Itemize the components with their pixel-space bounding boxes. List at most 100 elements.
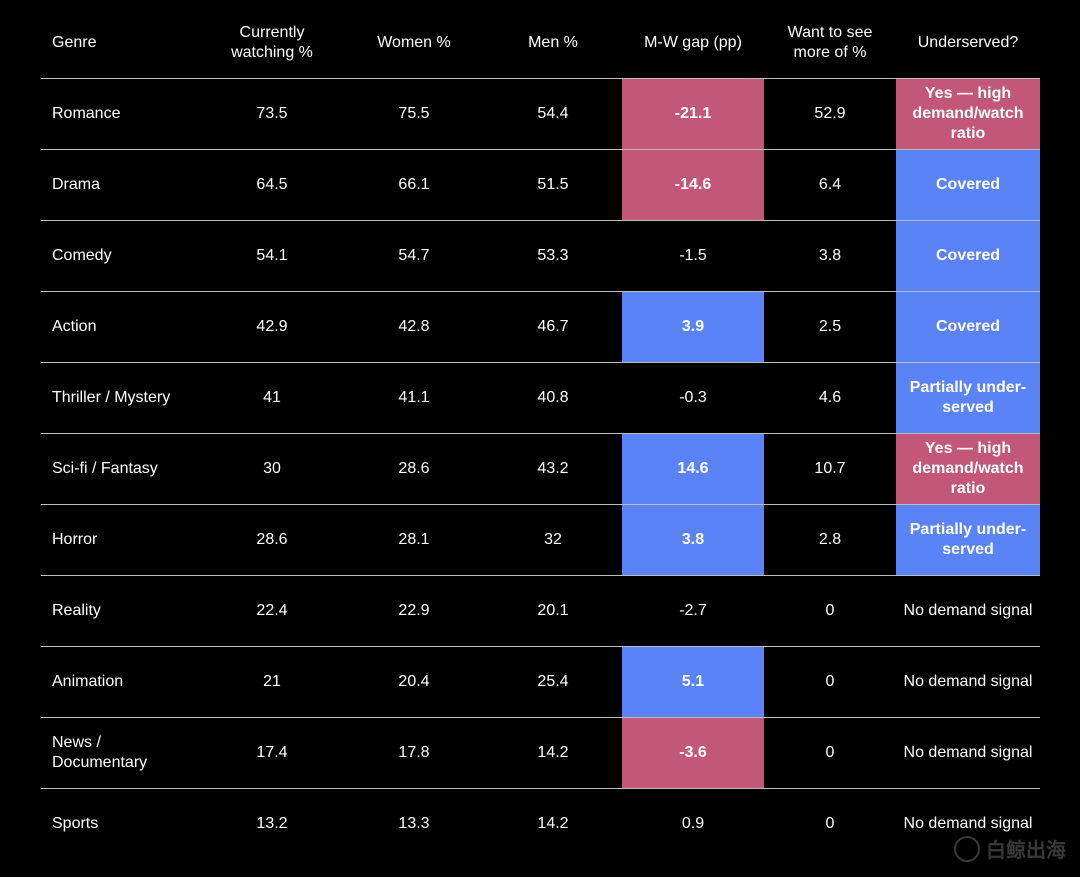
gap-cell: -3.6 (622, 717, 764, 789)
want-cell: 0 (764, 717, 896, 789)
genre-cell: Comedy (41, 220, 200, 292)
want-cell: 52.9 (764, 78, 896, 150)
men-cell: 43.2 (484, 433, 622, 505)
col-header-want: Want to see more of % (764, 8, 896, 79)
gap-cell: -21.1 (622, 78, 764, 150)
table-row: News / Documentary 17.4 17.8 14.2 -3.6 0 No de… (41, 717, 1040, 789)
col-header-watching: Currently watching % (200, 8, 344, 79)
underserved-cell: Partially under-served (896, 504, 1040, 576)
table-row: Romance 73.5 75.5 54.4 -21.1 52.9 Yes — high d… (41, 78, 1040, 150)
men-cell: 20.1 (484, 575, 622, 647)
women-cell: 41.1 (344, 362, 484, 434)
genre-cell: Romance (41, 78, 200, 150)
table-row: Comedy 54.1 54.7 53.3 -1.5 3.8 Covered (41, 220, 1040, 292)
genre-cell: Animation (41, 646, 200, 718)
underserved-cell: Covered (896, 220, 1040, 292)
watching-cell: 42.9 (200, 291, 344, 363)
men-cell: 14.2 (537, 815, 569, 832)
women-cell: 13.3 (398, 815, 430, 832)
women-cell: 75.5 (344, 78, 484, 150)
underserved-cell: No demand signal (896, 717, 1040, 789)
women-cell: 28.6 (344, 433, 484, 505)
watermark-text: 白鲸出海 (986, 840, 1066, 862)
underserved-cell: Yes — high demand/watch ratio (896, 78, 1040, 150)
watching-cell: 28.6 (200, 504, 344, 576)
men-cell: 53.3 (484, 220, 622, 292)
watching-cell: 30 (200, 433, 344, 505)
want-cell: 6.4 (764, 149, 896, 221)
genre-cell: Action (41, 291, 200, 363)
watching-cell: 21 (200, 646, 344, 718)
watching-cell: 64.5 (200, 149, 344, 221)
gap-cell: 0.9 (681, 815, 705, 832)
col-header-gap: M-W gap (pp) (622, 8, 764, 79)
men-cell: 25.4 (484, 646, 622, 718)
men-cell: 14.2 (484, 717, 622, 789)
table-row: Sports 13.2 13.3 14.2 0.9 0 No demand signal (41, 789, 1040, 860)
underserved-cell: Covered (896, 149, 1040, 221)
women-cell: 17.8 (344, 717, 484, 789)
watching-cell: 73.5 (200, 78, 344, 150)
watching-cell: 13.2 (256, 815, 288, 832)
table-row: Reality 22.4 22.9 20.1 -2.7 0 No demand signal (41, 575, 1040, 647)
gap-cell: 3.8 (622, 504, 764, 576)
women-cell: 42.8 (344, 291, 484, 363)
table-row: Thriller / Mystery 41 41.1 40.8 -0.3 4.6 Parti… (41, 362, 1040, 434)
want-cell: 2.5 (764, 291, 896, 363)
underserved-cell: Partially under-served (896, 362, 1040, 434)
men-cell: 32 (484, 504, 622, 576)
table-row: Drama 64.5 66.1 51.5 -14.6 6.4 Covered (41, 149, 1040, 221)
genre-cell: Reality (41, 575, 200, 647)
want-cell: 0 (825, 815, 835, 832)
women-cell: 20.4 (344, 646, 484, 718)
table-row: Animation 21 20.4 25.4 5.1 0 No demand signal (41, 646, 1040, 718)
genre-table: Genre Currently watching % Women % Men %… (41, 8, 1040, 859)
underserved-cell: No demand signal (896, 575, 1040, 647)
women-cell: 66.1 (344, 149, 484, 221)
men-cell: 51.5 (484, 149, 622, 221)
underserved-cell: Yes — high demand/watch ratio (896, 433, 1040, 505)
want-cell: 0 (764, 575, 896, 647)
genre-cell: Drama (41, 149, 200, 221)
women-cell: 28.1 (344, 504, 484, 576)
underserved-cell: Covered (896, 291, 1040, 363)
table-row: Horror 28.6 28.1 32 3.8 2.8 Partially under-se… (41, 504, 1040, 576)
gap-cell: 3.9 (622, 291, 764, 363)
women-cell: 22.9 (344, 575, 484, 647)
genre-cell: Horror (41, 504, 200, 576)
want-cell: 0 (764, 646, 896, 718)
table-row: Action 42.9 42.8 46.7 3.9 2.5 Covered (41, 291, 1040, 363)
table-row: Sci-fi / Fantasy 30 28.6 43.2 14.6 10.7 Yes — … (41, 433, 1040, 505)
men-cell: 46.7 (484, 291, 622, 363)
want-cell: 4.6 (764, 362, 896, 434)
watermark: 白鲸出海 (954, 834, 1066, 863)
genre-cell: Thriller / Mystery (41, 362, 200, 434)
watching-cell: 41 (200, 362, 344, 434)
men-cell: 40.8 (484, 362, 622, 434)
men-cell: 54.4 (484, 78, 622, 150)
header-row: Genre Currently watching % Women % Men %… (41, 8, 1040, 79)
col-header-genre: Genre (41, 8, 200, 79)
col-header-underserved: Underserved? (896, 8, 1040, 79)
col-header-men: Men % (484, 8, 622, 79)
whale-logo-icon (954, 835, 980, 862)
gap-cell: -1.5 (622, 220, 764, 292)
gap-cell: -0.3 (622, 362, 764, 434)
gap-cell: 5.1 (622, 646, 764, 718)
genre-cell: Sports (52, 815, 99, 832)
table-body: Romance 73.5 75.5 54.4 -21.1 52.9 Yes — high d… (41, 78, 1040, 860)
underserved-cell: No demand signal (896, 646, 1040, 718)
want-cell: 10.7 (764, 433, 896, 505)
gap-cell: -2.7 (622, 575, 764, 647)
gap-cell: 14.6 (622, 433, 764, 505)
watching-cell: 17.4 (200, 717, 344, 789)
watching-cell: 22.4 (200, 575, 344, 647)
gap-cell: -14.6 (622, 149, 764, 221)
underserved-cell: No demand signal (903, 815, 1033, 832)
genre-cell: Sci-fi / Fantasy (41, 433, 200, 505)
want-cell: 2.8 (764, 504, 896, 576)
watching-cell: 54.1 (200, 220, 344, 292)
women-cell: 54.7 (344, 220, 484, 292)
genre-cell: News / Documentary (41, 717, 200, 789)
want-cell: 3.8 (764, 220, 896, 292)
